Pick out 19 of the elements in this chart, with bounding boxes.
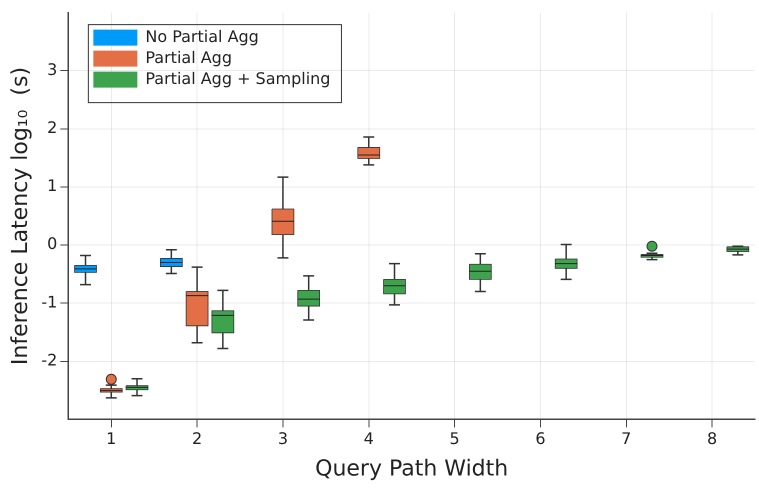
x-tick-label: 2 [192, 429, 202, 448]
y-tick-label: -1 [41, 292, 58, 312]
legend-label: Partial Agg + Sampling [145, 68, 330, 88]
y-tick-label: -2 [41, 350, 58, 370]
y-tick-label: 1 [47, 176, 58, 196]
y-tick-label: 2 [47, 118, 58, 137]
x-tick-label: 5 [450, 429, 460, 448]
y-tick-label: 3 [47, 60, 58, 79]
x-tick-label: 6 [535, 429, 546, 448]
x-axis-title: Query Path Width [315, 456, 508, 482]
x-tick-label: 4 [364, 429, 374, 448]
x-tick-label: 8 [706, 429, 718, 448]
legend-label: Partial Agg [145, 48, 232, 67]
x-tick-label: 3 [278, 429, 288, 448]
x-tick-label: 1 [106, 429, 116, 448]
y-axis-title: Inference Latency log₁₀ (s) [8, 66, 33, 366]
x-tick-label: 7 [621, 429, 632, 448]
y-tick-label: 0 [47, 234, 58, 254]
legend-label: No Partial Agg [145, 26, 259, 46]
